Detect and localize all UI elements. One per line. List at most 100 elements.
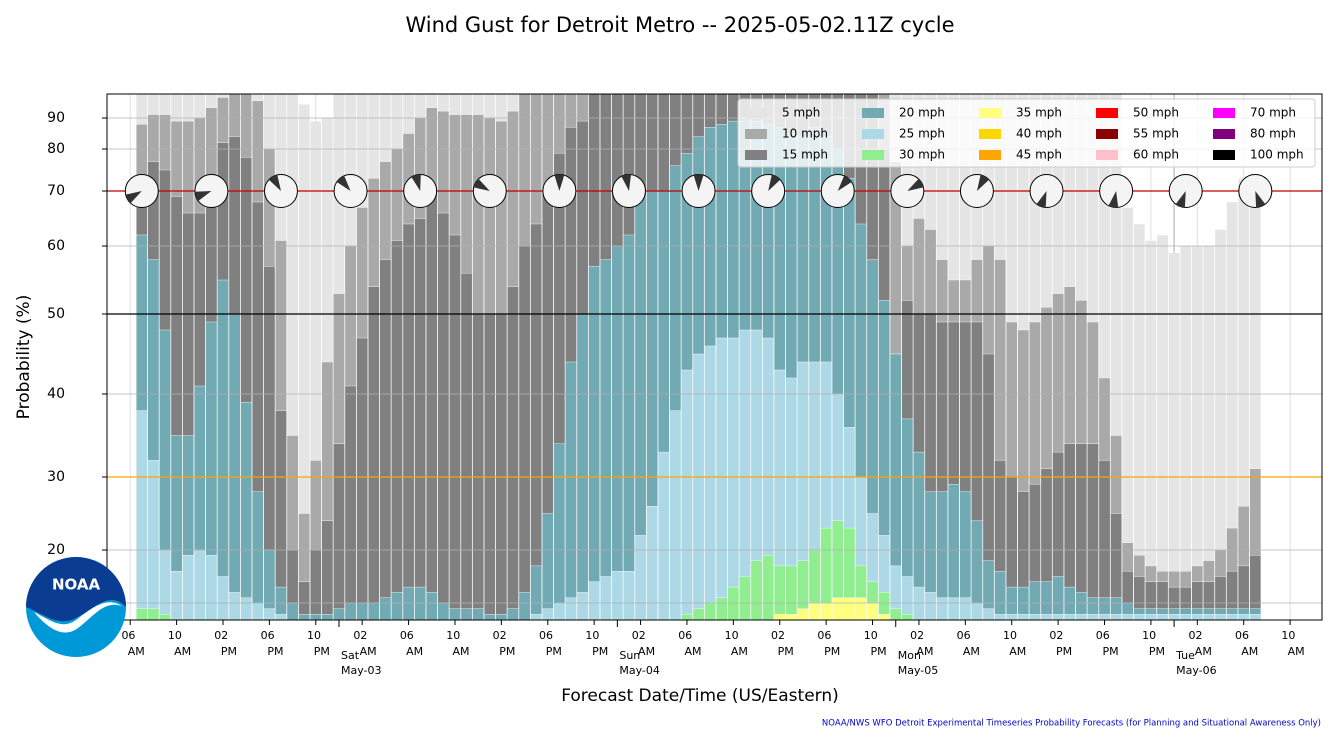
bar: [333, 608, 345, 620]
wind-wedge: [621, 174, 632, 191]
bar: [1017, 614, 1030, 620]
bar: [344, 385, 357, 620]
bar: [170, 196, 183, 620]
bar: [878, 300, 890, 620]
bar: [147, 460, 160, 620]
bar: [1237, 178, 1250, 620]
bar: [959, 597, 972, 620]
bar: [947, 321, 960, 620]
bar: [263, 266, 276, 620]
bar: [715, 337, 728, 620]
bar: [623, 234, 635, 620]
bar: [321, 614, 334, 620]
bar: [518, 592, 531, 620]
bar: [251, 201, 264, 620]
bar: [159, 329, 171, 620]
bar: [878, 614, 890, 620]
bar: [298, 614, 310, 620]
legend-swatch: [862, 129, 884, 139]
logo-text: NOAA: [52, 576, 101, 594]
bar: [994, 259, 1006, 620]
x-tick-label: 02 PM: [214, 629, 237, 658]
bar: [855, 597, 867, 620]
bar: [147, 259, 160, 620]
plot-area: [107, 94, 1322, 620]
bar: [1075, 614, 1088, 620]
wind-wedge: [1175, 191, 1186, 208]
noaa-logo: NOAA: [26, 557, 126, 657]
bar: [321, 361, 334, 620]
legend-swatch: [745, 129, 767, 139]
y-tick-label: 20: [47, 542, 65, 558]
bar: [994, 614, 1006, 620]
bar: [1098, 460, 1111, 620]
x-tick-label: 10 AM: [168, 629, 191, 658]
wind-wedge: [1255, 191, 1266, 208]
bar: [298, 513, 310, 620]
bar: [797, 608, 809, 620]
bar: [739, 576, 751, 620]
bar: [1145, 240, 1157, 620]
y-tick-label: 30: [47, 469, 65, 485]
bar: [1179, 245, 1192, 620]
bar: [971, 321, 983, 620]
bar: [1237, 565, 1250, 620]
plot-frame: [106, 93, 1323, 621]
bar: [507, 608, 519, 620]
bar: [507, 286, 519, 620]
bar: [959, 491, 972, 620]
x-axis-label: Forecast Date/Time (US/Eastern): [561, 686, 839, 706]
bar: [437, 212, 450, 620]
wind-wedge: [837, 175, 852, 191]
bar: [634, 535, 647, 620]
wind-wedge: [268, 174, 281, 191]
bar: [460, 273, 473, 620]
bar: [1179, 614, 1192, 620]
x-tick-label: 10 AM: [1003, 629, 1026, 658]
bar: [669, 165, 682, 620]
bar: [855, 565, 867, 620]
bar: [449, 608, 461, 620]
bar: [228, 592, 241, 620]
wind-wedge: [1036, 191, 1047, 208]
legend-label: 35 mph: [1016, 106, 1062, 120]
bar: [1029, 614, 1041, 620]
x-tick-label: 10 PM: [864, 629, 887, 658]
bar: [182, 435, 194, 620]
wind-wedge: [768, 174, 781, 191]
bar: [495, 614, 508, 620]
footer-note: NOAA/NWS WFO Detroit Experimental Timese…: [822, 719, 1321, 729]
x-tick-label: 06 AM: [1235, 629, 1258, 658]
legend-label: 50 mph: [1133, 106, 1179, 120]
bar: [170, 435, 183, 620]
y-tick-label: 80: [47, 141, 65, 157]
wind-wedge: [336, 175, 351, 191]
bar: [1040, 307, 1053, 620]
bar: [553, 602, 566, 620]
bar: [831, 597, 844, 620]
x-tick-label: 06 PM: [1096, 629, 1119, 658]
bar: [1087, 443, 1099, 620]
bar: [843, 178, 856, 620]
day-label: Tue May-06: [1175, 649, 1217, 677]
legend-label: 5 mph: [782, 106, 820, 120]
bar: [367, 286, 380, 620]
bar: [1005, 614, 1018, 620]
bar: [530, 614, 542, 620]
bar: [205, 321, 218, 620]
bar: [541, 608, 554, 620]
bar: [576, 592, 589, 620]
x-tick-label: 06 AM: [678, 629, 701, 658]
bar: [820, 361, 832, 620]
bar: [159, 549, 171, 620]
x-tick-label: 02 PM: [493, 629, 516, 658]
bar: [762, 555, 774, 620]
x-tick-label: 02 AM: [910, 629, 933, 658]
bar: [681, 369, 693, 620]
legend-label: 80 mph: [1250, 127, 1296, 141]
x-tick-label: 10 PM: [1142, 629, 1165, 658]
bar: [251, 491, 264, 620]
x-tick-label: 10 AM: [446, 629, 469, 658]
x-tick-label: 02 AM: [1189, 629, 1212, 658]
